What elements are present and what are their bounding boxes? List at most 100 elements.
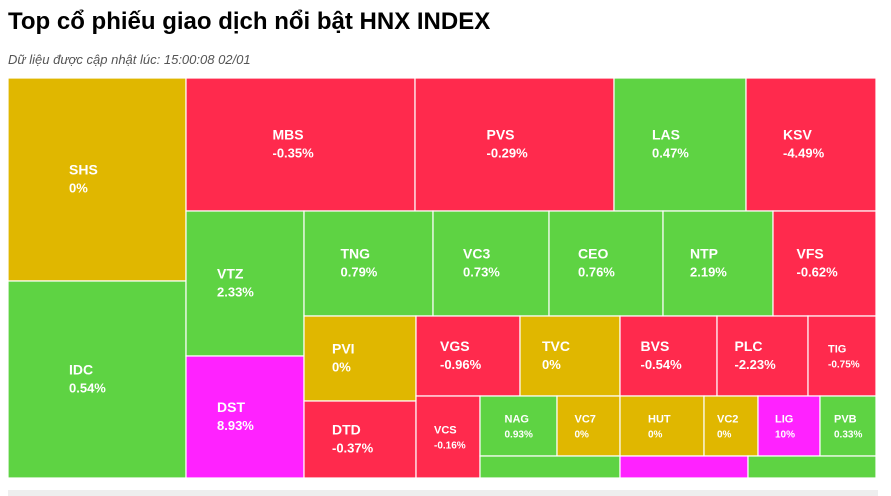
change-label: -4.49%: [783, 146, 825, 161]
treemap-tile: [415, 395, 481, 479]
treemap-tile: [807, 315, 877, 397]
treemap-tile: [479, 455, 621, 479]
change-label: -2.23%: [735, 357, 777, 372]
treemap-cell-bvs[interactable]: BVS -0.54%: [619, 315, 718, 397]
ticker-label: BVS: [641, 338, 670, 354]
treemap-cell-shs[interactable]: SHS 0%: [7, 77, 187, 282]
treemap-tile: [747, 455, 877, 479]
change-label: -0.62%: [797, 265, 839, 280]
treemap-cell-ksv[interactable]: KSV -4.49%: [745, 77, 877, 212]
change-label: 0%: [69, 181, 88, 196]
treemap-cell-pvb[interactable]: PVB 0.33%: [819, 395, 877, 457]
treemap-cell-hut[interactable]: HUT 0%: [619, 395, 705, 457]
treemap-tile: [479, 395, 558, 457]
ticker-label: VFS: [797, 246, 824, 262]
treemap-cell-vtz[interactable]: VTZ 2.33%: [185, 210, 305, 357]
change-label: 2.19%: [690, 265, 727, 280]
ticker-label: NTP: [690, 246, 718, 262]
change-label: -0.37%: [332, 441, 374, 456]
treemap-cell[interactable]: [479, 455, 621, 479]
treemap-cell-tng[interactable]: TNG 0.79%: [303, 210, 434, 317]
treemap-cell-vc3[interactable]: VC3 0.73%: [432, 210, 550, 317]
treemap-tile: [619, 315, 718, 397]
treemap-tile: [185, 210, 305, 357]
treemap-cell-lig[interactable]: LIG 10%: [757, 395, 821, 457]
treemap-tile: [703, 395, 759, 457]
ticker-label: MBS: [273, 127, 304, 143]
change-label: 0.73%: [463, 265, 500, 280]
treemap-cell-idc[interactable]: IDC 0.54%: [7, 280, 187, 479]
treemap-tile: [772, 210, 877, 317]
treemap-tile: [7, 280, 187, 479]
ticker-label: LAS: [652, 127, 680, 143]
treemap-tile: [415, 315, 521, 397]
ticker-label: KSV: [783, 127, 812, 143]
change-label: 0.93%: [505, 430, 533, 441]
treemap-tile: [303, 210, 434, 317]
ticker-label: DST: [217, 399, 245, 415]
treemap-cell-ntp[interactable]: NTP 2.19%: [662, 210, 774, 317]
ticker-label: HUT: [648, 414, 671, 426]
ticker-label: CEO: [578, 246, 608, 262]
ticker-label: DTD: [332, 422, 361, 438]
treemap-tile: [819, 395, 877, 457]
change-label: 0%: [332, 360, 351, 375]
treemap-cell[interactable]: [619, 455, 749, 479]
treemap-tile: [662, 210, 774, 317]
ticker-label: NAG: [505, 414, 529, 426]
change-label: 0%: [575, 430, 590, 441]
treemap-tile: [303, 315, 417, 402]
treemap-cell-plc[interactable]: PLC -2.23%: [716, 315, 809, 397]
treemap-cell[interactable]: [747, 455, 877, 479]
treemap-cell-pvi[interactable]: PVI 0%: [303, 315, 417, 402]
treemap-tile: [7, 77, 187, 282]
ticker-label: IDC: [69, 362, 93, 378]
treemap-cell-vgs[interactable]: VGS -0.96%: [415, 315, 521, 397]
change-label: -0.16%: [434, 441, 466, 452]
ticker-label: PVB: [834, 414, 857, 426]
treemap-tile: [414, 77, 615, 212]
treemap-cell-ceo[interactable]: CEO 0.76%: [548, 210, 664, 317]
treemap-cell-tig[interactable]: TIG -0.75%: [807, 315, 877, 397]
treemap-cell-mbs[interactable]: MBS -0.35%: [185, 77, 416, 212]
ticker-label: VC3: [463, 246, 490, 262]
treemap-cell-las[interactable]: LAS 0.47%: [613, 77, 747, 212]
ticker-label: TNG: [341, 246, 371, 262]
change-label: 0.33%: [834, 430, 862, 441]
treemap-tile: [432, 210, 550, 317]
treemap-tile: [716, 315, 809, 397]
change-label: 0.47%: [652, 146, 689, 161]
treemap-cell-dst[interactable]: DST 8.93%: [185, 355, 305, 479]
treemap-tile: [613, 77, 747, 212]
change-label: 0.76%: [578, 265, 615, 280]
change-label: 0%: [717, 430, 732, 441]
treemap-cell-vfs[interactable]: VFS -0.62%: [772, 210, 877, 317]
change-label: 2.33%: [217, 285, 254, 300]
ticker-label: SHS: [69, 162, 98, 178]
treemap-cell-pvs[interactable]: PVS -0.29%: [414, 77, 615, 212]
treemap-tile: [185, 77, 416, 212]
change-label: -0.75%: [828, 360, 860, 371]
treemap-tile: [303, 400, 417, 479]
treemap-tile: [548, 210, 664, 317]
treemap-cell-vcs[interactable]: VCS -0.16%: [415, 395, 481, 479]
treemap-tile: [619, 395, 705, 457]
treemap-cell-nag[interactable]: NAG 0.93%: [479, 395, 558, 457]
change-label: -0.35%: [273, 146, 315, 161]
change-label: -0.29%: [487, 146, 529, 161]
ticker-label: VCS: [434, 425, 457, 437]
change-label: 0.79%: [341, 265, 378, 280]
bottom-divider: [8, 490, 878, 496]
treemap-cell-tvc[interactable]: TVC 0%: [519, 315, 621, 397]
treemap-tile: [185, 355, 305, 479]
treemap-tile: [556, 395, 621, 457]
change-label: 0.54%: [69, 381, 106, 396]
treemap-cell-dtd[interactable]: DTD -0.37%: [303, 400, 417, 479]
update-timestamp: Dữ liệu được cập nhật lúc: 15:00:08 02/0…: [8, 52, 251, 67]
chart-title: Top cổ phiếu giao dịch nổi bật HNX INDEX: [8, 8, 491, 35]
treemap-tile: [745, 77, 877, 212]
ticker-label: VC2: [717, 414, 738, 426]
